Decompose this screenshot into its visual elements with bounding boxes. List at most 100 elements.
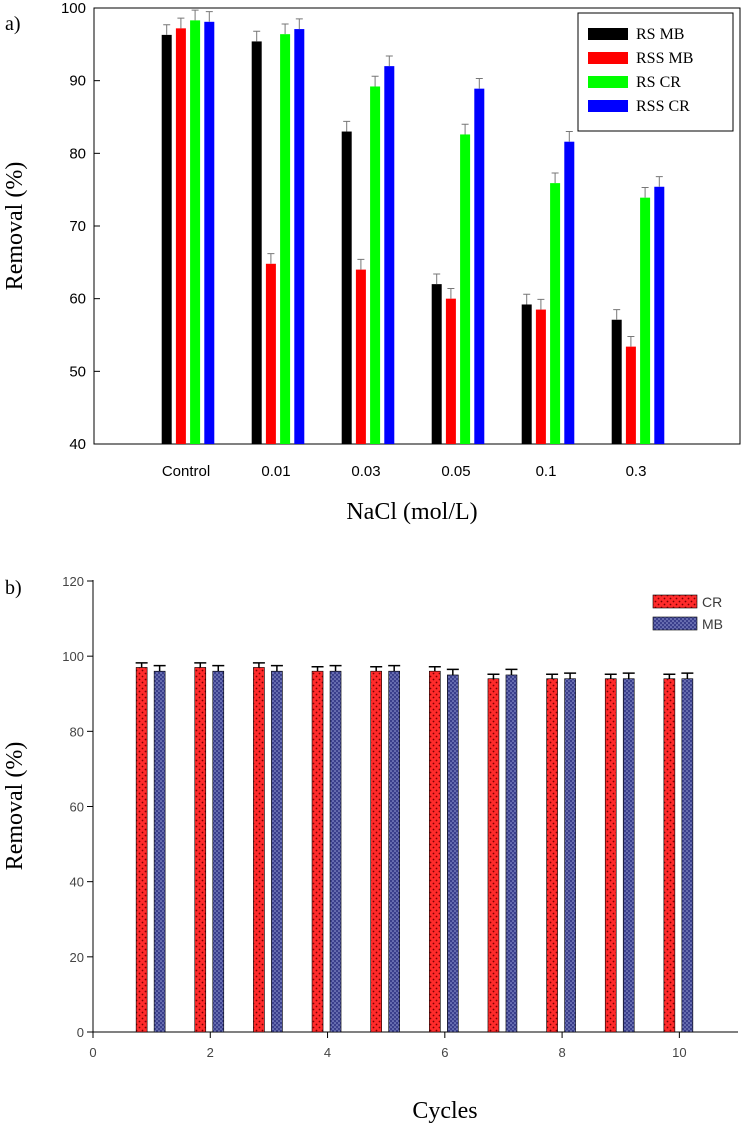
error-bar-a-rss-mb — [447, 287, 455, 299]
x-axis-a: Control 0.01 0.03 0.05 0.1 0.3 — [162, 463, 647, 480]
error-bar-a-rss-mb — [537, 298, 545, 310]
error-bar-b-mb — [446, 668, 459, 675]
bar-a-rs-cr — [550, 183, 561, 445]
error-bar-b-cr — [370, 665, 383, 672]
error-bar-b-cr — [546, 673, 559, 679]
y-tick-label-a: 60 — [69, 291, 86, 308]
y-tick-label-b: 0 — [77, 1025, 84, 1040]
error-bar-a-rs-cr — [641, 186, 649, 198]
bars-b — [135, 662, 694, 1033]
x-tick-label-b: 6 — [441, 1045, 448, 1060]
y-tick-label-a: 90 — [69, 73, 86, 90]
bar-b-mb — [388, 670, 400, 1033]
legend-swatch-rss-mb — [588, 52, 628, 64]
error-bar-b-mb — [622, 672, 635, 679]
error-bar-a-rss-cr — [385, 55, 393, 67]
x-axis-title-b: Cycles — [412, 1098, 477, 1124]
x-tick-label-a: 0.03 — [351, 463, 380, 480]
error-bar-a-rs-cr — [191, 9, 199, 21]
bar-a-rs-cr — [640, 197, 651, 444]
error-bar-b-mb — [329, 664, 342, 672]
error-bar-a-rs-cr — [461, 123, 469, 135]
error-bar-a-rs-cr — [281, 23, 289, 35]
x-tick-label-b: 2 — [207, 1045, 214, 1060]
y-tick-label-b: 120 — [62, 574, 84, 589]
bar-a-rss-mb — [625, 346, 636, 444]
x-axis-b: 0 2 4 6 8 10 — [89, 1032, 687, 1060]
bar-b-mb — [564, 678, 576, 1033]
error-bar-b-mb — [212, 664, 225, 672]
y-axis-a: 40 50 60 70 80 90 100 — [61, 0, 100, 453]
error-bar-b-mb — [153, 664, 166, 672]
legend-swatch-rs-cr — [588, 76, 628, 88]
error-bar-b-cr — [487, 673, 500, 679]
bar-a-rss-mb — [175, 28, 186, 444]
y-tick-label-a: 40 — [69, 436, 86, 453]
bar-b-cr — [311, 670, 324, 1033]
x-tick-label-b: 10 — [672, 1045, 686, 1060]
error-bar-a-rs-mb — [433, 273, 441, 285]
bar-a-rs-cr — [460, 134, 471, 444]
chart-b: b) 0 20 40 60 80 100 120 0 2 4 6 8 10 Cycles Remova… — [2, 574, 738, 1124]
error-bar-b-cr — [663, 673, 676, 679]
error-bar-a-rs-mb — [613, 309, 621, 320]
bar-a-rss-cr — [384, 66, 395, 444]
y-tick-label-a: 70 — [69, 218, 86, 235]
bar-b-mb — [153, 670, 166, 1033]
error-bar-a-rs-mb — [253, 30, 261, 42]
error-bar-a-rss-cr — [205, 11, 213, 22]
bar-b-cr — [370, 670, 382, 1033]
y-tick-label-b: 80 — [70, 724, 84, 739]
x-tick-label-a: 0.05 — [441, 463, 470, 480]
bar-b-cr — [604, 678, 617, 1033]
error-bar-b-cr — [428, 665, 441, 672]
legend-swatch-mb — [652, 616, 698, 631]
bar-b-mb — [681, 678, 694, 1033]
bar-a-rs-cr — [280, 34, 291, 444]
bar-a-rss-cr — [294, 29, 305, 444]
bar-a-rs-cr — [190, 20, 201, 444]
error-bar-b-cr — [252, 662, 265, 668]
bar-b-cr — [546, 678, 558, 1033]
x-tick-label-a: 0.3 — [626, 463, 647, 480]
x-tick-label-a: 0.01 — [261, 463, 290, 480]
legend-swatch-cr — [652, 594, 698, 609]
bar-b-cr — [663, 678, 676, 1033]
legend-label-mb: MB — [702, 616, 723, 632]
legend-swatch-rs-mb — [588, 28, 628, 40]
bar-a-rss-mb — [535, 309, 546, 444]
y-tick-label-a: 50 — [69, 363, 86, 380]
error-bar-a-rs-cr — [371, 75, 379, 87]
error-bar-a-rs-cr — [551, 172, 559, 184]
y-axis-b: 0 20 40 60 80 100 120 — [62, 574, 93, 1040]
bar-a-rss-cr — [204, 21, 215, 444]
error-bar-b-mb — [681, 672, 694, 679]
legend-label-rs-cr: RS CR — [636, 74, 681, 91]
chart-a: a) 40 50 60 70 80 90 100 Control 0.01 0.03 0.05 0.… — [2, 0, 741, 525]
y-tick-label-b: 100 — [62, 649, 84, 664]
bar-b-cr — [194, 667, 207, 1033]
error-bar-b-cr — [311, 665, 324, 672]
bar-a-rss-mb — [265, 263, 276, 444]
error-bar-a-rss-mb — [177, 17, 185, 29]
y-axis-title-a: Removal (%) — [2, 162, 28, 291]
y-tick-label-b: 20 — [70, 950, 84, 965]
bar-b-mb — [622, 678, 635, 1033]
bar-a-rs-mb — [161, 34, 172, 445]
error-bar-b-cr — [135, 662, 148, 668]
error-bar-a-rss-mb — [357, 258, 365, 270]
bar-b-cr — [253, 667, 265, 1033]
bar-a-rs-mb — [251, 41, 262, 444]
error-bar-a-rss-cr — [475, 77, 483, 89]
bar-b-mb — [447, 674, 459, 1033]
legend-b: CR MB — [652, 594, 723, 632]
bar-b-cr — [429, 670, 441, 1033]
legend-label-rs-mb: RS MB — [636, 26, 684, 43]
error-bar-a-rs-mb — [163, 24, 171, 35]
x-tick-label-a: Control — [162, 463, 210, 480]
bar-a-rs-mb — [611, 319, 622, 444]
panel-a-label: a) — [5, 13, 21, 35]
x-axis-title-a: NaCl (mol/L) — [346, 499, 477, 525]
error-bar-a-rss-mb — [627, 335, 635, 347]
bar-b-cr — [135, 667, 148, 1033]
